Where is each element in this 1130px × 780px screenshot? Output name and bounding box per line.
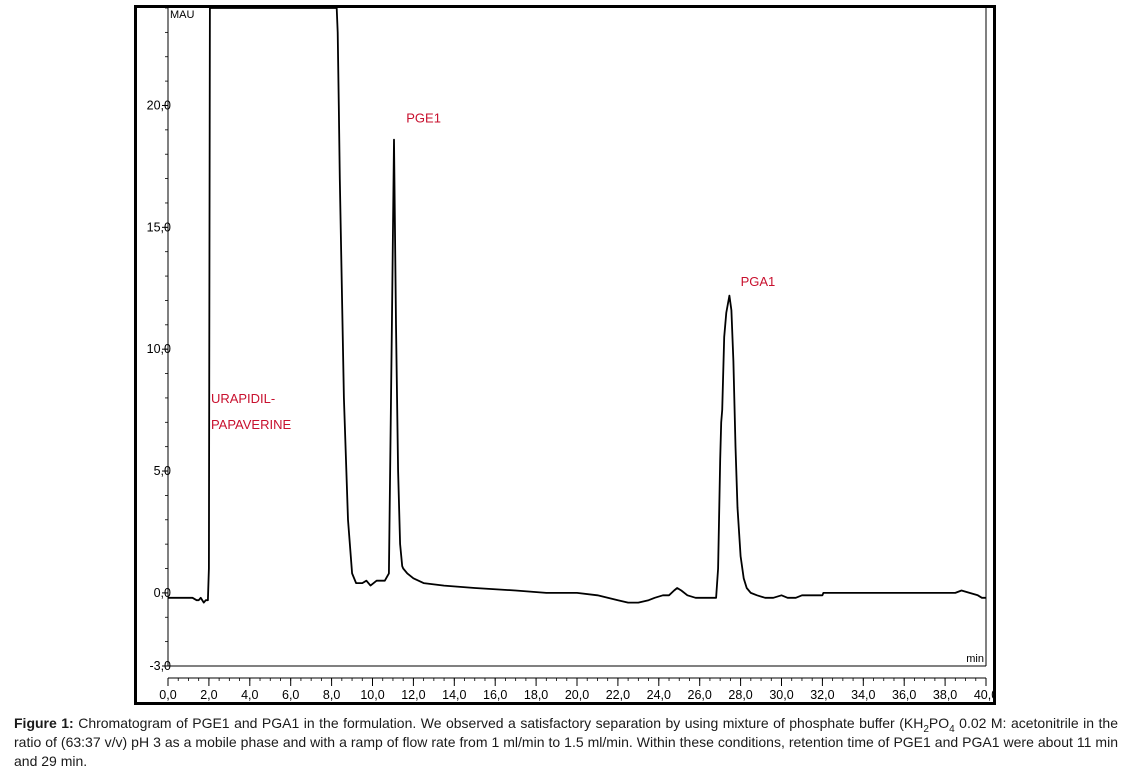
figure-caption: Figure 1: Chromatogram of PGE1 and PGA1 … — [14, 714, 1118, 771]
y-tick-label: 0,0 — [154, 586, 171, 600]
x-tick-label: 34,0 — [851, 688, 875, 702]
x-tick-label: 16,0 — [483, 688, 507, 702]
x-tick-label: 24,0 — [647, 688, 671, 702]
x-tick-label: 12,0 — [401, 688, 425, 702]
x-tick-label: 32,0 — [810, 688, 834, 702]
chromatogram-trace — [168, 8, 986, 604]
x-tick-label: 30,0 — [769, 688, 793, 702]
y-axis-unit: MAU — [170, 9, 195, 21]
y-tick-label: 20,0 — [147, 98, 171, 112]
x-tick-label: 2,0 — [200, 688, 217, 702]
x-axis-unit: min — [966, 653, 984, 665]
x-tick-label: 6,0 — [282, 688, 299, 702]
y-tick-label: 15,0 — [147, 220, 171, 234]
caption-text-mid: PO — [928, 715, 950, 731]
x-tick-label: 36,0 — [892, 688, 916, 702]
x-tick-label: 28,0 — [728, 688, 752, 702]
caption-subscript-2: 4 — [949, 723, 955, 735]
y-tick-label: -3,0 — [149, 659, 171, 673]
x-tick-label: 4,0 — [241, 688, 258, 702]
x-tick-label: 10,0 — [360, 688, 384, 702]
y-tick-label: 10,0 — [147, 342, 171, 356]
x-tick-label: 26,0 — [688, 688, 712, 702]
chromatogram-chart: -3,0 0,0 5,0 10,0 15,0 20,0 MAU 0,0 2,0 4,0 6,0 8,0… — [147, 8, 993, 702]
caption-text-after: 0.02 M: acetonitrile in the ratio of (63… — [14, 715, 1118, 769]
x-tick-label: 40,0 — [974, 688, 993, 702]
caption-text-before: Chromatogram of PGE1 and PGA1 in the for… — [73, 715, 924, 731]
chart-frame: -3,0 0,0 5,0 10,0 15,0 20,0 MAU 0,0 2,0 4,0 6,0 8,0… — [134, 5, 996, 705]
x-tick-label: 18,0 — [524, 688, 548, 702]
peak-label: PAPAVERINE — [211, 417, 292, 432]
x-tick-label: 0,0 — [159, 688, 176, 702]
peak-label: PGA1 — [741, 274, 776, 289]
y-tick-label: 5,0 — [154, 464, 171, 478]
caption-label: Figure 1: — [14, 715, 74, 731]
x-tick-label: 8,0 — [323, 688, 340, 702]
x-tick-label: 22,0 — [606, 688, 630, 702]
x-tick-label: 14,0 — [442, 688, 466, 702]
caption-subscript-1: 2 — [923, 723, 929, 735]
x-tick-label: 38,0 — [933, 688, 957, 702]
peak-label: PGE1 — [406, 111, 441, 126]
x-tick-label: 20,0 — [565, 688, 589, 702]
peak-label: URAPIDIL- — [211, 391, 275, 406]
